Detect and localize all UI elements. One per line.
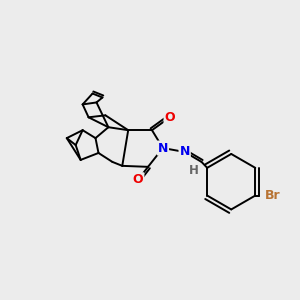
Text: Br: Br (265, 189, 281, 202)
Text: O: O (164, 111, 175, 124)
Text: H: H (189, 164, 199, 177)
Text: O: O (133, 173, 143, 186)
Text: N: N (158, 142, 168, 154)
Text: N: N (179, 146, 190, 158)
